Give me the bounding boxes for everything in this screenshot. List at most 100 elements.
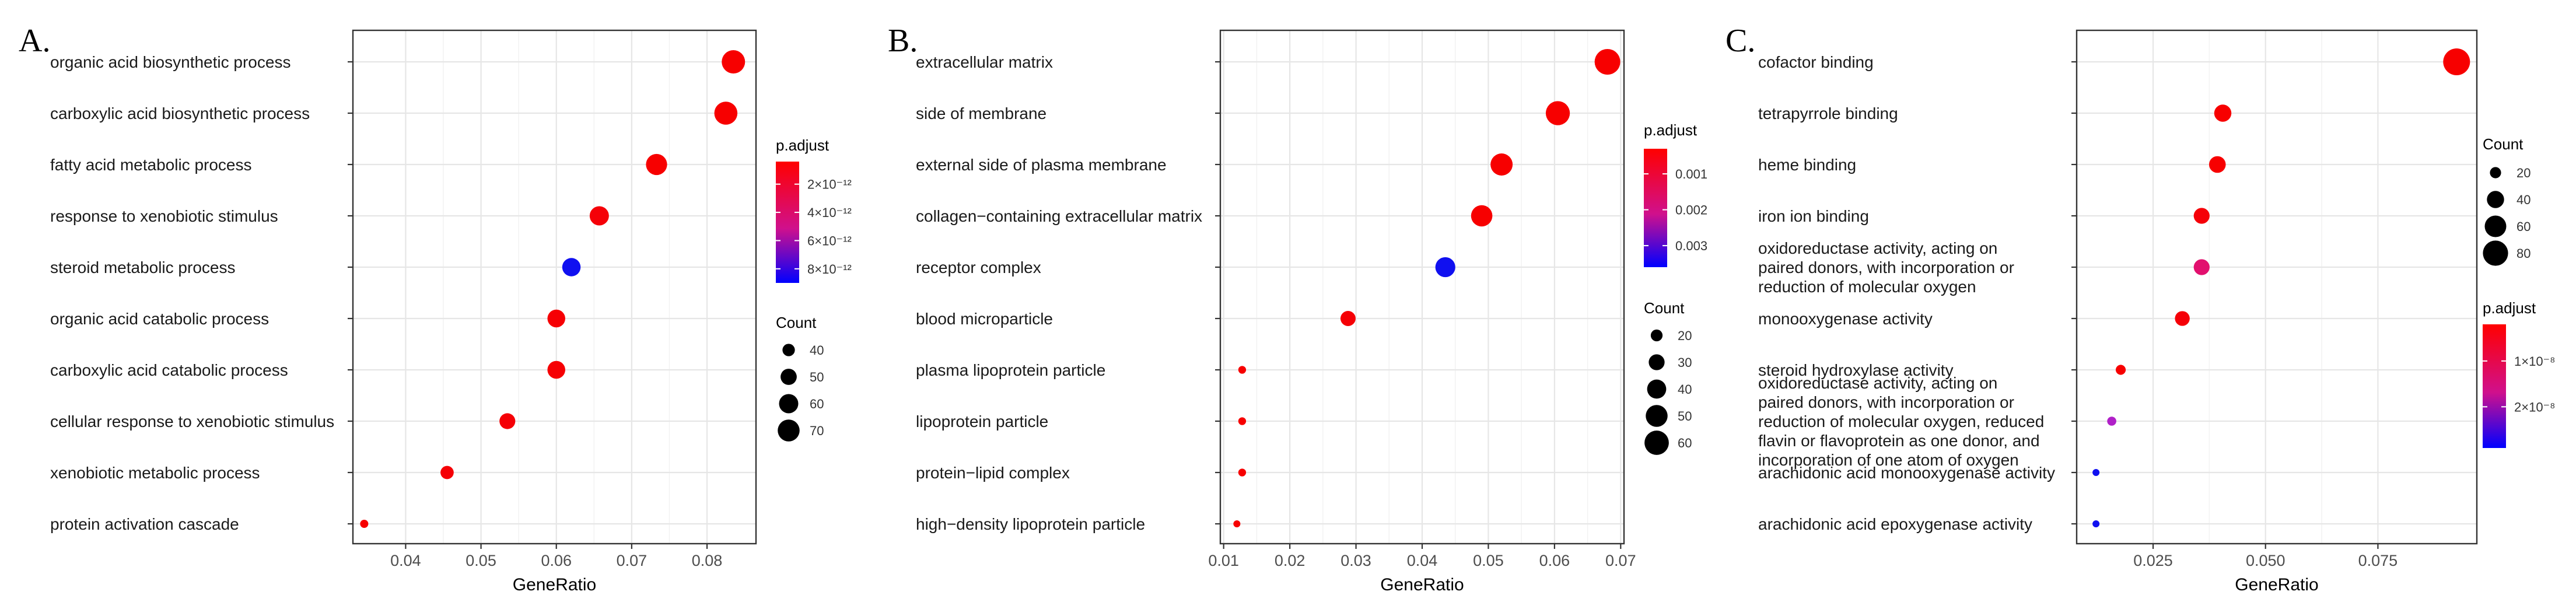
y-category-label: fatty acid metabolic process xyxy=(50,156,252,174)
y-category-label-line: reduction of molecular oxygen xyxy=(1758,278,1976,296)
x-tick-label: 0.05 xyxy=(1473,552,1504,569)
data-point xyxy=(1238,366,1247,374)
data-point xyxy=(1435,257,1455,278)
panel-b: B. 0.01 0.02 0.03 0.04 0.05 0.06 0.07 GeneRatio e… xyxy=(888,23,1707,594)
data-point xyxy=(360,520,369,528)
x-tick-label: 0.02 xyxy=(1275,552,1306,569)
x-axis-title: GeneRatio xyxy=(2235,575,2318,594)
y-category-label: side of membrane xyxy=(916,104,1046,123)
y-category-label: protein activation cascade xyxy=(50,515,239,533)
legend-color-title: p.adjust xyxy=(776,136,830,154)
y-category-label: tetrapyrrole binding xyxy=(1758,104,1898,123)
data-point xyxy=(714,102,738,125)
y-category-label-line: incorporation of one atom of oxygen xyxy=(1758,451,2019,469)
data-point xyxy=(2443,48,2470,75)
panel-label: A. xyxy=(19,23,50,59)
y-category-label-line: oxidoreductase activity, acting on xyxy=(1758,374,1997,392)
data-point xyxy=(1340,311,1356,326)
plot-border xyxy=(2076,29,2478,545)
legend-size-label: 50 xyxy=(1678,409,1692,424)
y-category-label: carboxylic acid biosynthetic process xyxy=(50,104,310,123)
legend-size-label: 30 xyxy=(1678,355,1692,370)
legend-color-title: p.adjust xyxy=(1644,121,1698,139)
legend-colorbar-label: 0.001 xyxy=(1675,167,1707,181)
legend-size-dot xyxy=(1644,430,1669,455)
data-point xyxy=(1238,417,1247,425)
data-point xyxy=(2107,416,2116,426)
legend-size-label: 40 xyxy=(810,343,824,358)
legend-size-title: Count xyxy=(776,314,817,331)
legend-size-dot xyxy=(2484,215,2507,237)
y-category-label: high−density lipoprotein particle xyxy=(916,515,1145,533)
legend-size-dot xyxy=(1647,379,1667,399)
data-point xyxy=(440,466,454,480)
y-category-label-line: paired donors, with incorporation or xyxy=(1758,258,2014,276)
x-tick-label: 0.04 xyxy=(390,552,421,569)
y-category-label: organic acid biosynthetic process xyxy=(50,53,290,71)
data-point xyxy=(1594,49,1620,75)
panel-c: C. 0.025 0.050 0.075 GeneRatio cofactor bindi… xyxy=(1726,23,2555,594)
data-point xyxy=(547,309,565,328)
x-axis-title: GeneRatio xyxy=(1380,575,1464,594)
y-category-label: cofactor binding xyxy=(1758,53,1874,71)
y-category-label: arachidonic acid epoxygenase activity xyxy=(1758,515,2032,533)
x-tick-label: 0.07 xyxy=(617,552,648,569)
data-point xyxy=(589,206,609,226)
legend-size-dot xyxy=(782,344,795,356)
data-point xyxy=(499,413,516,429)
legend-colorbar xyxy=(776,162,799,283)
legend-colorbar xyxy=(1644,149,1667,267)
data-point xyxy=(2214,104,2232,122)
x-tick-label: 0.03 xyxy=(1340,552,1371,569)
plot-background xyxy=(2077,30,2477,544)
y-category-label: heme binding xyxy=(1758,156,1856,174)
data-point xyxy=(2193,259,2210,275)
x-tick-label: 0.050 xyxy=(2246,552,2286,569)
legend-colorbar-label: 1×10⁻⁸ xyxy=(2514,354,2555,369)
y-category-label-line: flavin or flavoprotein as one donor, and xyxy=(1758,432,2040,450)
data-point xyxy=(2092,469,2100,476)
legend-size-dot xyxy=(1646,405,1668,427)
data-point xyxy=(2175,311,2190,326)
y-category-label: protein−lipid complex xyxy=(916,464,1070,482)
x-tick-label: 0.07 xyxy=(1605,552,1636,569)
legend-size-label: 60 xyxy=(810,397,824,411)
y-category-label-line: reduction of molecular oxygen, reduced xyxy=(1758,412,2044,430)
y-category-label: organic acid catabolic process xyxy=(50,310,269,328)
legend-size-label: 70 xyxy=(810,424,824,438)
legend-size-label: 20 xyxy=(2516,166,2530,180)
legend-colorbar-label: 0.003 xyxy=(1675,239,1707,253)
x-tick-label: 0.04 xyxy=(1407,552,1438,569)
y-category-label: monooxygenase activity xyxy=(1758,310,1933,328)
y-category-label: cellular response to xenobiotic stimulus xyxy=(50,412,334,430)
y-category-label: carboxylic acid catabolic process xyxy=(50,361,288,379)
legend-size-dot xyxy=(2483,240,2508,266)
legend: p.adjust 0.001 0.002 0.003 Count 20 30 40 50 60 xyxy=(1644,121,1707,455)
legend-size-label: 50 xyxy=(810,370,824,384)
panel-label: B. xyxy=(888,23,918,59)
legend-colorbar-label: 8×10⁻¹² xyxy=(807,262,852,276)
legend-size-label: 80 xyxy=(2516,246,2530,261)
legend-colorbar-label: 6×10⁻¹² xyxy=(807,233,852,248)
legend-size-label: 60 xyxy=(2516,219,2530,234)
x-tick-label: 0.06 xyxy=(1539,552,1570,569)
x-tick-label: 0.05 xyxy=(466,552,496,569)
legend-size-label: 40 xyxy=(2516,192,2530,207)
legend-colorbar-label: 2×10⁻⁸ xyxy=(2514,400,2555,414)
y-category-label: arachidonic acid monooxygenase activity xyxy=(1758,464,2055,482)
y-category-label-line: paired donors, with incorporation or xyxy=(1758,393,2014,411)
y-category-label: collagen−containing extracellular matrix xyxy=(916,207,1202,225)
x-axis-title: GeneRatio xyxy=(513,575,596,594)
data-point xyxy=(722,50,746,74)
legend-size-label: 20 xyxy=(1678,328,1692,343)
panel-a: A. 0.04 0.05 0.06 0.07 0.08 GeneRatio organic a… xyxy=(19,23,852,594)
y-category-label: xenobiotic metabolic process xyxy=(50,464,260,482)
y-category-label: plasma lipoprotein particle xyxy=(916,361,1105,379)
x-tick-label: 0.06 xyxy=(541,552,572,569)
x-tick-label: 0.01 xyxy=(1208,552,1239,569)
x-tick-label: 0.075 xyxy=(2358,552,2398,569)
legend-colorbar-label: 4×10⁻¹² xyxy=(807,205,852,220)
panel-label: C. xyxy=(1726,23,1755,59)
legend-size-dot xyxy=(2490,167,2501,178)
